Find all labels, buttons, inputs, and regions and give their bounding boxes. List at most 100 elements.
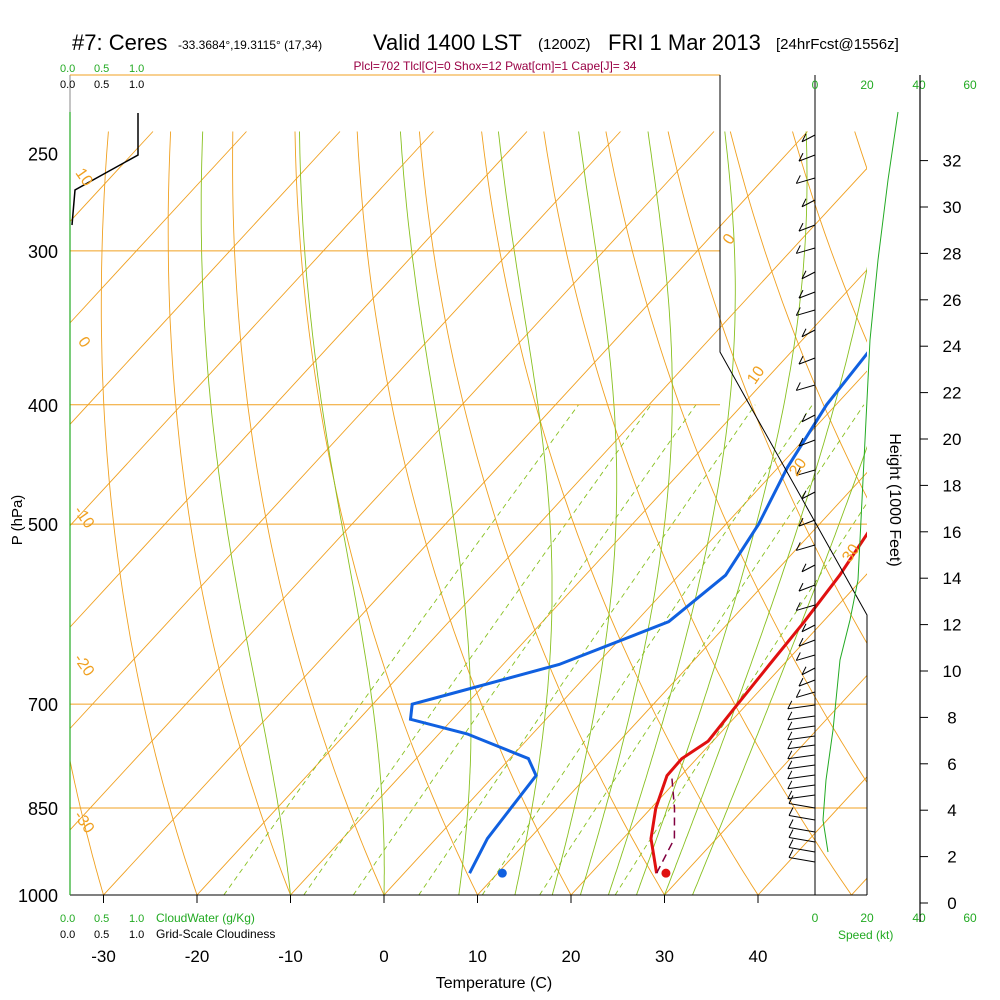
wind-barb [787, 774, 816, 780]
height-tick-label: 10 [943, 662, 962, 681]
isotherm [196, 167, 867, 895]
wind-barb [796, 309, 816, 316]
isotherm [103, 131, 808, 895]
moist-adiabat [636, 131, 808, 895]
wind-barb [787, 704, 816, 710]
wind-barb-flag [798, 582, 804, 592]
wind-barb-flag [787, 750, 793, 760]
mixing-ratio-line [418, 404, 756, 895]
isotherm [70, 131, 528, 628]
wind-barb [801, 564, 816, 573]
isotherm [70, 131, 341, 425]
profiles [408, 351, 867, 878]
temperature-tick-label: 10 [468, 947, 487, 966]
wind-barb [798, 154, 816, 162]
wind-barb [788, 857, 816, 863]
cloudiness-scale-bottom-1: 0.5 [94, 929, 109, 941]
mixing-ratio-label: 3 [350, 898, 366, 913]
wind-barb-flag [795, 602, 801, 611]
isotherm [70, 131, 434, 527]
pressure-tick-label: 400 [28, 396, 58, 416]
moist-adiabat [299, 131, 385, 895]
cloudwater-scale-bottom-1: 0.5 [94, 913, 109, 925]
dry-adiabat-label: 0 [720, 231, 739, 248]
wind-barb-flag [787, 740, 793, 750]
wind-barb [796, 469, 816, 476]
cloudwater-scale-bottom-0: 0.0 [60, 913, 75, 925]
mixing-ratio-label: 20 [610, 892, 631, 913]
wind-barb-flag [788, 849, 794, 858]
wind-barb [798, 679, 816, 687]
temperature-tick-label: 40 [749, 947, 768, 966]
wind-barb [787, 725, 816, 731]
wind-barb [796, 654, 816, 661]
height-axis-label: Height (1000 Feet) [886, 433, 903, 566]
cloudwater-scale-top-2: 1.0 [129, 63, 144, 75]
dry-adiabat [232, 131, 385, 895]
wind-barb [798, 639, 816, 647]
moist-adiabat [692, 445, 867, 895]
wind-barb-flag [787, 721, 793, 731]
wind-barb-flag [795, 689, 801, 698]
wind-barb [787, 754, 816, 760]
isotherm [70, 131, 715, 831]
wind-barb [801, 329, 816, 338]
wind-barb [796, 604, 816, 611]
wind-barb-flag [798, 517, 804, 527]
cloudiness-line [71, 113, 139, 226]
wind-barb [787, 794, 816, 800]
wind-barb [798, 357, 816, 365]
cloudwater-scale-top-0: 0.0 [60, 63, 75, 75]
dry-adiabat [167, 131, 291, 895]
dry-adiabat [979, 132, 1000, 896]
dry-adiabat [70, 758, 104, 895]
pressure-axis-label: P (hPa) [9, 495, 26, 546]
dry-adiabat-label: -20 [70, 651, 97, 680]
dry-adiabat [294, 131, 478, 895]
dry-adiabat-label: -30 [70, 808, 97, 837]
wind-barb [788, 815, 816, 821]
height-tick-label: 16 [943, 523, 962, 542]
height-tick-label: 18 [943, 476, 962, 495]
wind-barb-flag [788, 795, 794, 804]
wind-barb-flag [801, 490, 807, 499]
speed-tick-bottom-1: 20 [860, 911, 874, 925]
wind-barb-flag [798, 222, 804, 232]
thermo-grid: 1 2 3 5 8 12 20 [70, 131, 1000, 913]
height-tick-label: 24 [943, 337, 962, 356]
dry-adiabat [729, 131, 867, 499]
dry-adiabat-label: 0 [74, 334, 93, 351]
wind-barb [796, 247, 816, 254]
dry-adiabat [667, 131, 867, 645]
cloudwater-scale-top-1: 0.5 [94, 63, 109, 75]
cloud-profile: 0.0 0.5 1.0 0.0 0.5 1.0 0.0 0.5 1.0 Clou… [60, 63, 275, 941]
moist-adiabat [497, 131, 553, 895]
surface-temperature-dot [661, 868, 671, 878]
wind-barb [801, 667, 816, 676]
stability-indices: Plcl=702 Tlcl[C]=0 Shox=12 Pwat[cm]=1 Ca… [354, 59, 637, 73]
speed-axis-label: Speed (kt) [838, 928, 893, 942]
wind-barb-flag [795, 307, 801, 316]
height-tick-label: 4 [947, 801, 956, 820]
pressure-tick-label: 500 [28, 515, 58, 535]
pressure-tick-label: 1000 [18, 886, 58, 906]
dry-adiabat [481, 131, 759, 895]
zulu-time: (1200Z) [538, 36, 591, 53]
temperature-tick-label: -30 [91, 947, 116, 966]
parcel-path [655, 775, 676, 874]
cloudiness-scale-top-1: 0.5 [94, 79, 109, 91]
dry-adiabat [605, 131, 867, 784]
wind-barb [796, 691, 816, 698]
wind-barb [788, 847, 816, 853]
isotherm [290, 269, 867, 895]
wind-barb-flag [788, 819, 794, 828]
mixing-ratio-label: 2 [300, 898, 316, 913]
dry-adiabat [543, 131, 852, 895]
temperature-profile [649, 531, 867, 874]
isotherm [383, 370, 867, 895]
wind-barb-flag [801, 563, 807, 572]
mixing-ratio-label: 5 [414, 898, 430, 913]
temperature-axis: -30 -20 -10 0 10 20 30 40 [91, 895, 767, 966]
valid-date: FRI 1 Mar 2013 [608, 30, 761, 55]
pressure-tick-label: 700 [28, 695, 58, 715]
